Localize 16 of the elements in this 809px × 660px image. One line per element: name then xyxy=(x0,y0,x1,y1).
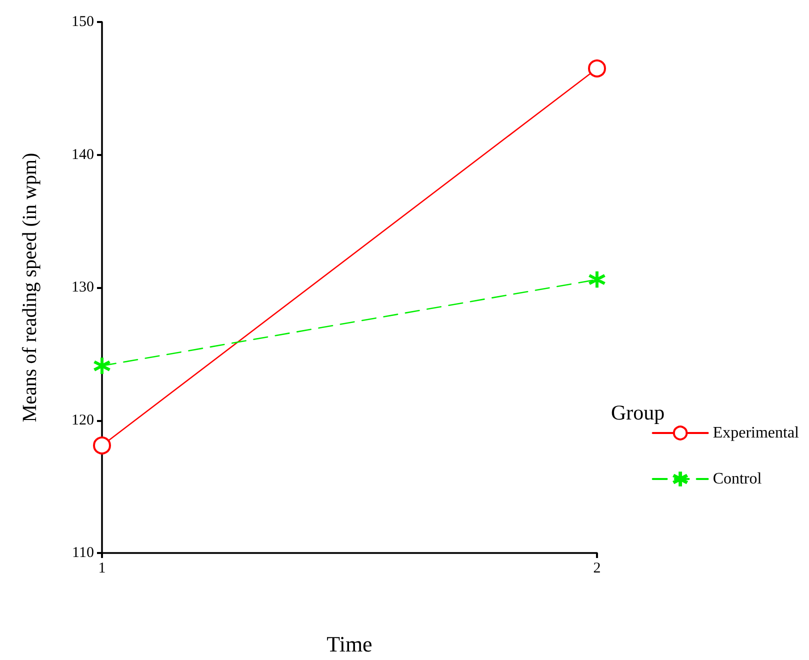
y-tick-label: 130 xyxy=(72,280,94,296)
x-tick-label: 2 xyxy=(593,560,601,576)
y-axis-title: Means of reading speed (in wpm) xyxy=(19,152,41,422)
y-tick-label: 120 xyxy=(72,412,94,428)
y-tick-label: 140 xyxy=(72,146,94,163)
y-tick-label: 150 xyxy=(72,14,94,30)
point xyxy=(588,59,606,78)
point xyxy=(93,436,111,454)
y-tick-label: 110 xyxy=(72,545,94,561)
legend-title: Group xyxy=(611,400,665,424)
x-axis-title: Time xyxy=(326,632,372,656)
x-tick-label: 1 xyxy=(98,560,106,576)
legend-label: Experimental xyxy=(712,424,800,442)
legend-label: Control xyxy=(712,470,762,488)
point xyxy=(94,358,110,374)
point xyxy=(588,271,606,288)
